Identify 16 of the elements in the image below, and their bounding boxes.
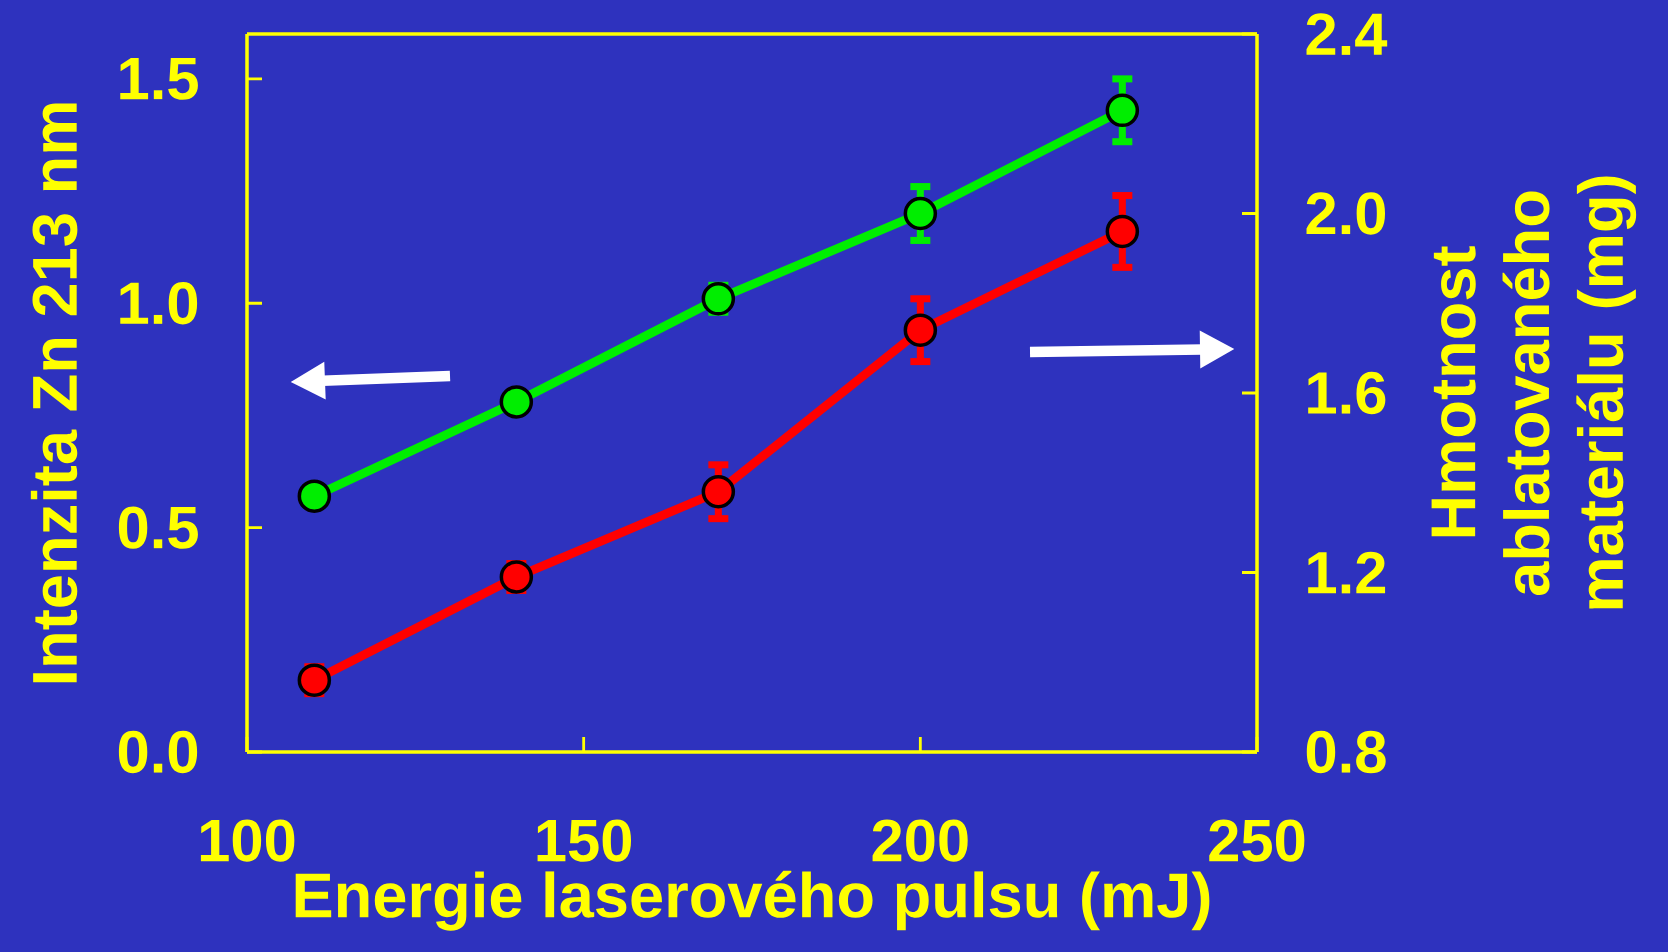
y2-tick-label: 2.4 [1306, 13, 1388, 55]
y2-tick-label: 0.8 [1306, 730, 1386, 774]
y2-tick-label: 2.0 [1306, 192, 1386, 235]
x-tick-label: 150 [537, 819, 632, 862]
x-tick-label: 200 [872, 819, 968, 862]
y-tick-label: 1.0 [120, 282, 198, 325]
x-tick-label: 250 [1209, 819, 1305, 862]
y-axis-title: Intenzita Zn 213 nm [30, 103, 78, 683]
y2-tick-label: 1.6 [1308, 371, 1386, 415]
y-tick-label: 0.5 [118, 506, 198, 549]
x-tick-label: 100 [200, 819, 295, 862]
x-axis-title: Energie laserového pulsu (mJ) [295, 870, 1210, 931]
y-tick-label: 1.5 [120, 58, 198, 100]
y2-tick-label: 1.2 [1308, 551, 1386, 594]
y-tick-label: 0.0 [118, 730, 198, 774]
y2-axis-title: Hmotnost ablatovaného materiálu (mg) [1431, 176, 1637, 609]
